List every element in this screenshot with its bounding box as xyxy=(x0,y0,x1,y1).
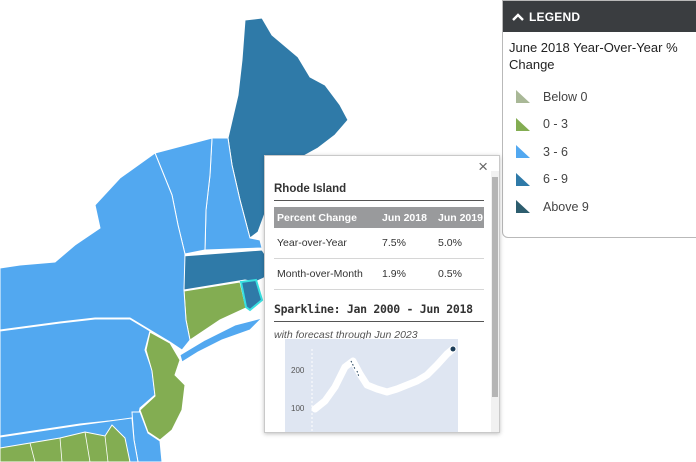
sparkline-svg: 200 100 xyxy=(291,345,457,432)
legend-title: June 2018 Year-Over-Year % Change xyxy=(509,40,678,72)
table-cell: 7.5% xyxy=(379,228,435,259)
sparkline-endpoint xyxy=(450,346,456,352)
legend-item: 6 - 9 xyxy=(515,166,696,194)
legend-item-label: 3 - 6 xyxy=(543,144,569,159)
county-lines xyxy=(29,431,109,462)
legend-item: 3 - 6 xyxy=(515,138,696,166)
popup-scrollbar-thumb[interactable] xyxy=(492,177,498,397)
legend-swatch-icon xyxy=(516,117,530,131)
state-massachusetts[interactable] xyxy=(181,249,271,291)
percent-change-table: Percent Change Jun 2018 Jun 2019 Year-ov… xyxy=(274,207,484,290)
sparkline-tick: 200 xyxy=(291,366,305,375)
place-title: Rhode Island xyxy=(274,183,484,201)
chevron-up-icon xyxy=(512,12,524,21)
table-cell: 1.9% xyxy=(379,258,435,290)
popup-content: Rhode Island Percent Change Jun 2018 Jun… xyxy=(274,156,484,432)
legend-panel: LEGEND June 2018 Year-Over-Year % Change… xyxy=(502,0,696,238)
long-island[interactable] xyxy=(179,317,264,363)
legend-item-label: Above 9 xyxy=(543,199,589,214)
table-row: Year-over-Year 7.5% 5.0% xyxy=(274,228,484,259)
table-header: Jun 2019 xyxy=(435,207,484,228)
legend-item: Below 0 xyxy=(515,83,696,111)
info-popup: × Rhode Island Percent Change Jun 2018 J… xyxy=(264,155,500,433)
close-icon[interactable]: × xyxy=(478,157,488,176)
legend-swatch-icon xyxy=(516,145,530,159)
table-header-row: Percent Change Jun 2018 Jun 2019 xyxy=(274,207,484,228)
sparkline-subtitle: with forecast through Jun 2023 xyxy=(274,329,418,341)
legend-item-label: 6 - 9 xyxy=(543,172,569,187)
table-cell: Month-over-Month xyxy=(274,258,379,290)
legend-item: 0 - 3 xyxy=(515,111,696,139)
legend-item-label: Below 0 xyxy=(543,89,588,104)
sparkline-tick: 100 xyxy=(291,404,305,413)
table-header: Jun 2018 xyxy=(379,207,435,228)
table-cell: 5.0% xyxy=(435,228,484,259)
table-cell: Year-over-Year xyxy=(274,228,379,259)
popup-scrollbar[interactable] xyxy=(491,171,499,432)
legend-toggle[interactable]: LEGEND xyxy=(503,1,696,32)
sparkline-line xyxy=(311,345,457,413)
sparkline-chart: 200 100 xyxy=(285,339,458,432)
legend-list: Below 0 0 - 3 3 - 6 6 - 9 Above 9 xyxy=(503,83,696,221)
legend-item-label: 0 - 3 xyxy=(543,117,569,132)
legend-header-label: LEGEND xyxy=(529,9,581,24)
state-new-york[interactable] xyxy=(0,152,191,351)
table-header: Percent Change xyxy=(274,207,379,228)
legend-swatch-icon xyxy=(516,172,530,186)
table-cell: 0.5% xyxy=(435,258,484,290)
sparkline-forecast xyxy=(350,360,360,378)
state-new-jersey[interactable] xyxy=(139,331,186,441)
table-row: Month-over-Month 1.9% 0.5% xyxy=(274,258,484,290)
legend-swatch-icon xyxy=(516,90,530,104)
sparkline-title: Sparkline: Jan 2000 - Jun 2018 xyxy=(274,302,484,322)
legend-item: Above 9 xyxy=(515,193,696,221)
legend-swatch-icon xyxy=(516,200,530,214)
state-rhode-island[interactable] xyxy=(239,278,264,312)
